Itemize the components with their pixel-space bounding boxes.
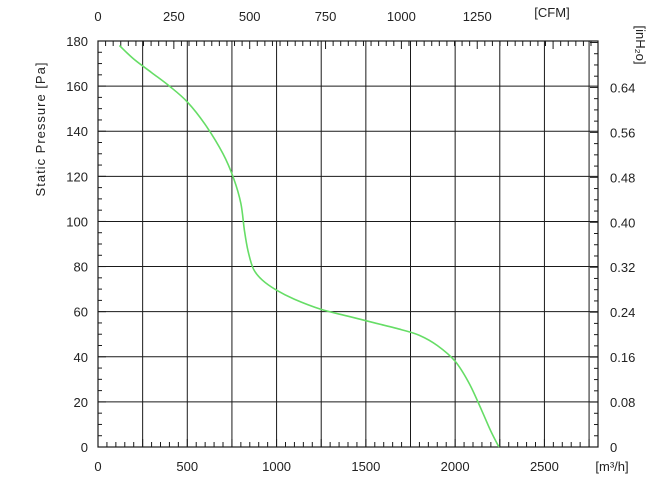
y-tick-label-right: 0.40 (610, 215, 635, 230)
bottom-tick-labels: 0 500 1000 1500 2000 2500 (94, 459, 559, 474)
curve-layer (118, 44, 500, 448)
x-tick-label-top: 0 (94, 9, 101, 24)
y-tick-label-left: 20 (74, 395, 88, 410)
y-tick-label-left: 100 (66, 214, 88, 229)
y-tick-label-left: 40 (74, 350, 88, 365)
y-tick-label-left: 160 (66, 79, 88, 94)
y-tick-label-left: 0 (81, 440, 88, 455)
y-tick-label-left: 140 (66, 124, 88, 139)
x-tick-label-top: 1250 (463, 9, 492, 24)
minor-ticks (97, 40, 599, 448)
y-tick-label-right: 0.32 (610, 260, 635, 275)
x-tick-label-top: 500 (239, 9, 261, 24)
y-tick-label-right: 0.64 (610, 80, 635, 95)
x-tick-label-bottom: 2000 (441, 459, 470, 474)
grid-lines (98, 41, 598, 447)
y-axis-right-unit: [inH₂o] (633, 25, 648, 64)
y-tick-label-right: 0.48 (610, 170, 635, 185)
x-tick-label-bottom: 2500 (530, 459, 559, 474)
x-axis-bottom-unit: [m³/h] (595, 459, 628, 474)
y-tick-label-left: 120 (66, 169, 88, 184)
y-tick-label-left: 60 (74, 305, 88, 320)
x-tick-label-top: 750 (315, 9, 337, 24)
y-tick-label-right: 0 (610, 440, 617, 455)
x-tick-label-bottom: 1500 (351, 459, 380, 474)
x-tick-label-top: 1000 (387, 9, 416, 24)
right-tick-labels: 0 0.08 0.16 0.24 0.32 0.40 0.48 0.56 0.64 (610, 80, 635, 455)
left-tick-labels: 0 20 40 60 80 100 120 140 160 180 (66, 34, 88, 455)
y-axis-title: Static Pressure [Pa] (33, 62, 48, 197)
x-tick-label-bottom: 1000 (262, 459, 291, 474)
x-tick-label-bottom: 500 (176, 459, 198, 474)
y-tick-label-right: 0.16 (610, 350, 635, 365)
performance-curve (118, 44, 500, 448)
y-tick-label-right: 0.24 (610, 305, 635, 320)
x-tick-label-top: 250 (163, 9, 185, 24)
y-tick-label-left: 180 (66, 34, 88, 49)
x-tick-label-bottom: 0 (94, 459, 101, 474)
plot-frame (97, 40, 599, 448)
y-tick-label-left: 80 (74, 260, 88, 275)
top-tick-labels: 0 250 500 750 1000 1250 (94, 9, 491, 24)
x-axis-top-unit: [CFM] (534, 5, 569, 20)
y-tick-label-right: 0.08 (610, 395, 635, 410)
y-tick-label-right: 0.56 (610, 125, 635, 140)
